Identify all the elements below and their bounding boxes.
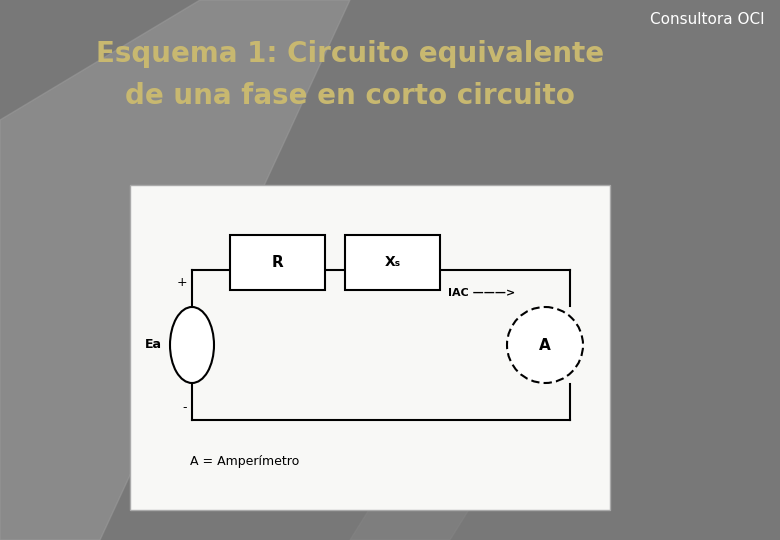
Bar	[345, 235, 440, 290]
Polygon shape	[350, 300, 600, 540]
Text: R: R	[271, 255, 283, 270]
Text: A = Amperímetro: A = Amperímetro	[190, 455, 300, 468]
Text: A: A	[539, 338, 551, 353]
Text: Esquema 1: Circuito equivalente: Esquema 1: Circuito equivalente	[96, 40, 604, 68]
Text: IAC ———>: IAC ———>	[448, 288, 516, 298]
Text: de una fase en corto circuito: de una fase en corto circuito	[125, 82, 575, 110]
Text: +: +	[176, 276, 187, 289]
Text: -: -	[183, 401, 187, 414]
Bar	[130, 185, 610, 510]
Ellipse shape	[170, 307, 214, 383]
Text: Xₛ: Xₛ	[385, 255, 400, 269]
Text: Ea: Ea	[145, 339, 162, 352]
Bar	[230, 235, 325, 290]
Circle shape	[507, 307, 583, 383]
Polygon shape	[0, 0, 350, 540]
Text: Consultora OCI: Consultora OCI	[651, 12, 765, 27]
